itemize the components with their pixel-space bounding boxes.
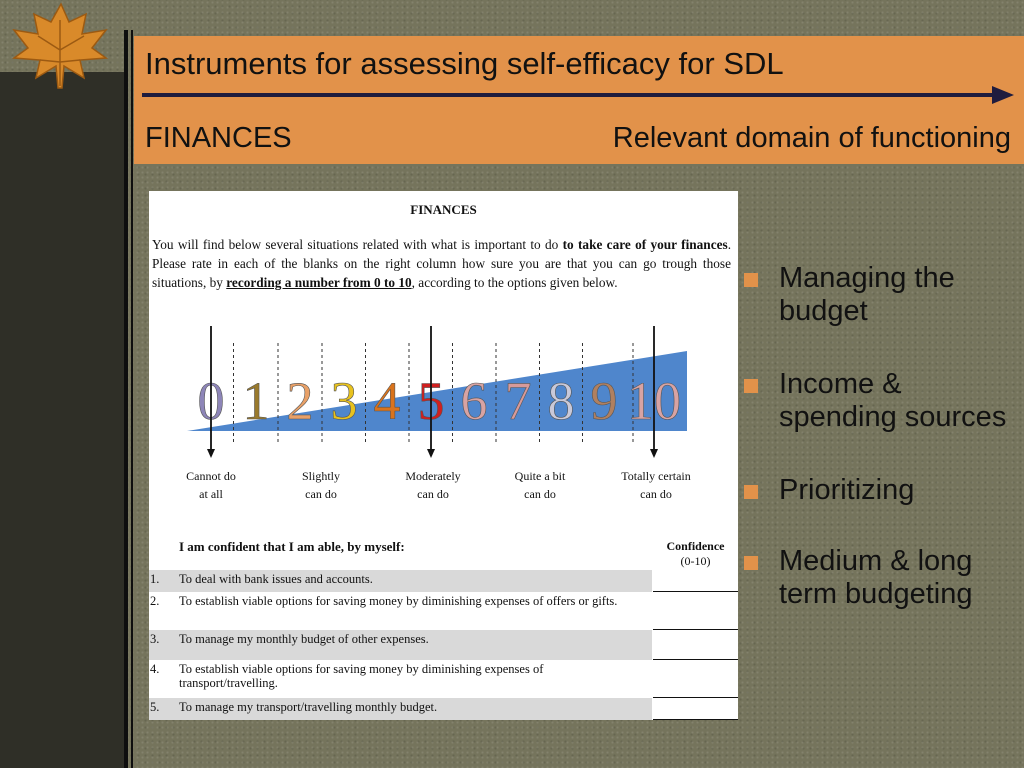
bullet-text: Prioritizing <box>779 474 915 506</box>
questionnaire-heading: FINANCES <box>410 202 477 217</box>
questionnaire-item: 2. To establish viable options for saving… <box>149 592 738 630</box>
questionnaire-instructions: You will find below several situations r… <box>152 235 731 292</box>
slide-title: Instruments for assessing self-efficacy … <box>145 46 784 81</box>
questionnaire-image: FINANCES You will find below several sit… <box>149 191 738 720</box>
scale-number: 4 <box>374 371 401 431</box>
vertical-rule <box>124 30 128 768</box>
scale-wedge <box>187 351 687 431</box>
scale-arrowhead <box>207 449 215 458</box>
maple-leaf-icon <box>11 2 109 89</box>
item-number: 1. <box>150 572 160 586</box>
item-list: 1. To deal with bank issues and accounts.… <box>149 570 738 720</box>
questionnaire-item: 4. To establish viable options for saving… <box>149 660 738 698</box>
item-text: To establish viable options for saving m… <box>179 594 618 608</box>
slide-subtitle-domain: FINANCES <box>145 122 292 154</box>
scale-arrowhead <box>427 449 435 458</box>
slide-header: Instruments for assessing self-efficacy … <box>134 36 1024 164</box>
scale-number: 2 <box>287 371 314 431</box>
questionnaire-item: 5. To manage my transport/travelling mont… <box>149 698 738 720</box>
confidence-blank <box>653 698 738 720</box>
scale-label: at all <box>199 487 223 501</box>
item-text: To deal with bank issues and accounts. <box>179 572 373 586</box>
scale-label: Cannot do <box>186 469 236 483</box>
item-text: To manage my transport/travelling monthl… <box>179 700 438 714</box>
scale-label: Slightly <box>302 469 340 483</box>
bullet-square-icon <box>744 273 758 287</box>
scale-number: 1 <box>243 371 270 431</box>
vertical-rule-thin <box>131 30 133 768</box>
statement-header: I am confident that I am able, by myself… <box>179 539 405 554</box>
bullet-list: Managing the budget Income & spending sou… <box>744 262 1024 611</box>
scale-label: Totally certain <box>621 469 690 483</box>
bullet-item: Medium & long term budgeting <box>744 545 1024 611</box>
item-number: 2. <box>150 594 160 608</box>
scale-label: can do <box>524 487 556 501</box>
item-text: To establish viable options for saving m… <box>179 662 544 690</box>
questionnaire-item: 1. To deal with bank issues and accounts. <box>149 570 738 592</box>
item-number: 3. <box>150 632 160 646</box>
confidence-blank <box>653 592 738 630</box>
title-arrow <box>142 86 1014 104</box>
scale-label: can do <box>417 487 449 501</box>
bullet-item: Prioritizing <box>744 474 1024 507</box>
confidence-blank <box>653 660 738 698</box>
confidence-range: (0-10) <box>680 554 711 568</box>
item-number: 5. <box>150 700 160 714</box>
scale-number: 6 <box>461 371 488 431</box>
item-text: To manage my monthly budget of other exp… <box>179 632 429 646</box>
scale-arrowhead <box>650 449 658 458</box>
questionnaire-item: 3. To manage my monthly budget of other e… <box>149 630 738 660</box>
scale-number: 8 <box>548 371 575 431</box>
bullet-text: Income & spending sources <box>779 368 1007 433</box>
bullet-text: Medium & long term budgeting <box>779 545 973 610</box>
bullet-item: Income & spending sources <box>744 368 1024 434</box>
scale-label: Quite a bit <box>515 469 566 483</box>
scale-number: 7 <box>505 371 532 431</box>
confidence-column-header: Confidence (0-10) <box>653 539 738 569</box>
slide-subtitle-description: Relevant domain of functioning <box>612 122 1011 154</box>
confidence-blank <box>653 570 738 592</box>
instruction-text: . Please rate in each of the blanks on t… <box>152 237 732 290</box>
confidence-blank <box>653 630 738 660</box>
scale-number: 9 <box>591 371 618 431</box>
instruction-emphasis: to take care of your finances <box>562 237 728 252</box>
scale-number: 3 <box>331 371 358 431</box>
instruction-text: , according to the options given below. <box>411 275 618 290</box>
instruction-emphasis-underlined: recording a number from 0 to 10 <box>226 275 412 290</box>
bullet-item: Managing the budget <box>744 262 1024 328</box>
left-stripe <box>0 72 128 768</box>
bullet-square-icon <box>744 556 758 570</box>
bullet-square-icon <box>744 485 758 499</box>
item-number: 4. <box>150 662 160 676</box>
scale-label: can do <box>640 487 672 501</box>
scale-label: Moderately <box>405 469 460 483</box>
bullet-text: Managing the budget <box>779 262 955 327</box>
confidence-label: Confidence <box>666 539 725 553</box>
instruction-text: You will find below several situations r… <box>152 237 563 252</box>
scale-label: can do <box>305 487 337 501</box>
bullet-square-icon <box>744 379 758 393</box>
